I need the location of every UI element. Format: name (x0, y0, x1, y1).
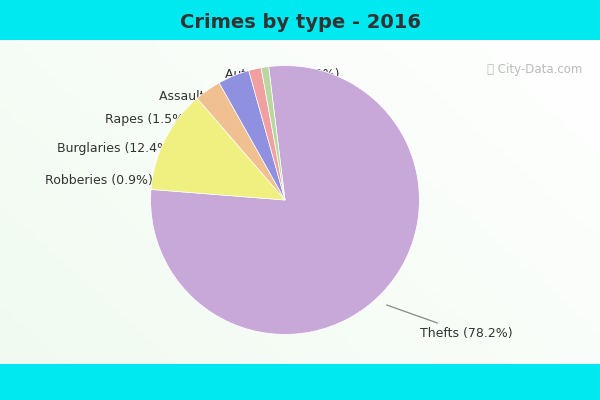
Text: Auto thefts (3.2%): Auto thefts (3.2%) (225, 68, 340, 129)
Wedge shape (261, 67, 285, 200)
Text: Rapes (1.5%): Rapes (1.5%) (105, 113, 303, 141)
Wedge shape (219, 70, 285, 200)
Wedge shape (197, 83, 285, 200)
Text: Thefts (78.2%): Thefts (78.2%) (386, 305, 512, 340)
Text: ⓘ City-Data.com: ⓘ City-Data.com (487, 63, 582, 76)
Text: Assaults (3.8%): Assaults (3.8%) (159, 90, 316, 135)
Wedge shape (249, 68, 285, 200)
Text: Robberies (0.9%): Robberies (0.9%) (45, 174, 231, 188)
Wedge shape (151, 98, 285, 200)
Text: Crimes by type - 2016: Crimes by type - 2016 (179, 12, 421, 32)
Wedge shape (151, 66, 419, 334)
Text: Burglaries (12.4%): Burglaries (12.4%) (57, 142, 267, 156)
